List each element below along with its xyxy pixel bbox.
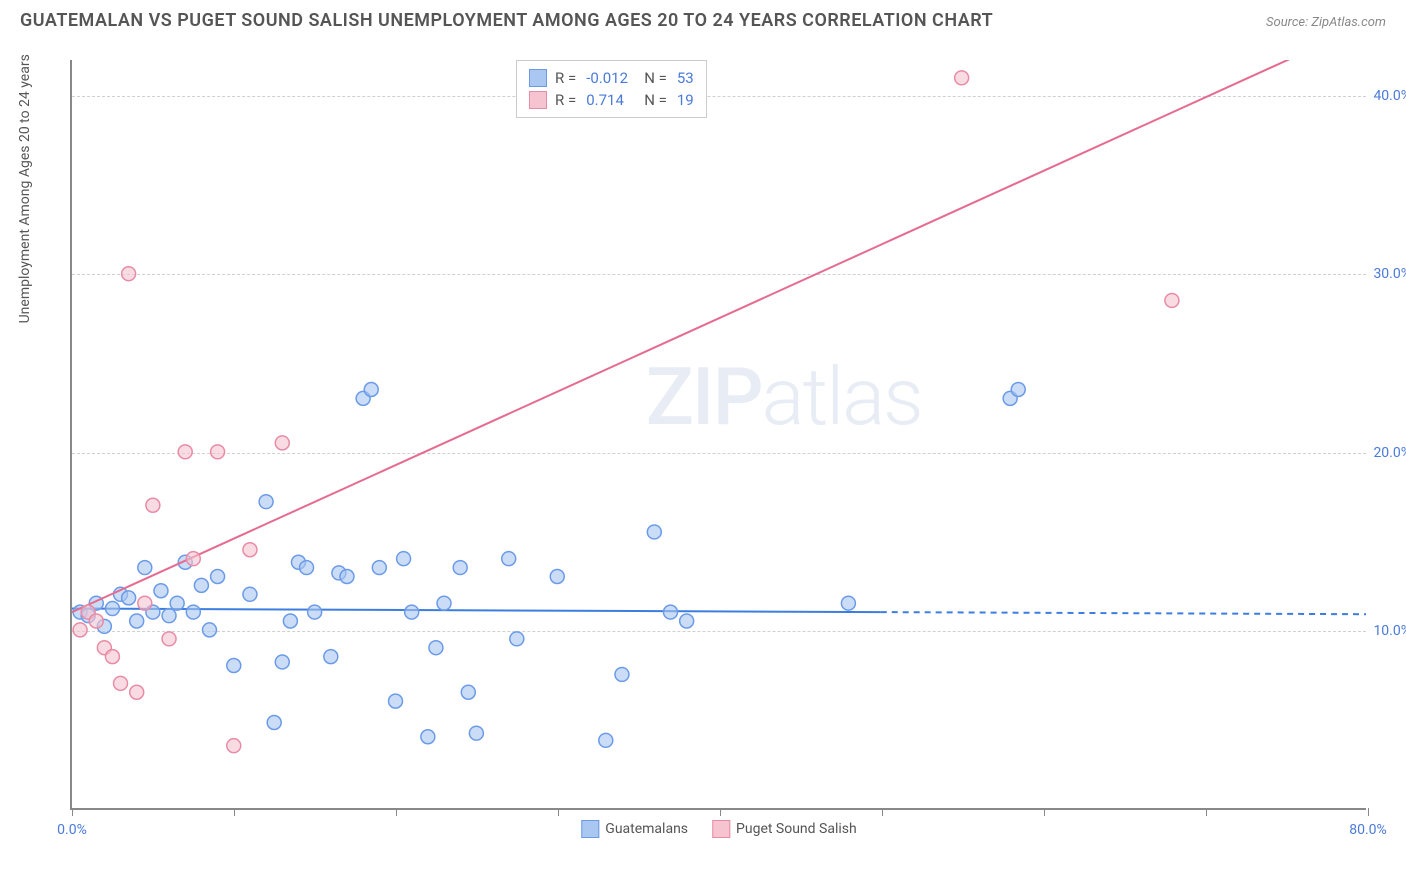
data-point xyxy=(211,569,225,583)
legend-row: R = -0.012 N = 53 xyxy=(529,67,694,89)
data-point xyxy=(194,578,208,592)
legend-swatch xyxy=(529,91,547,109)
legend-swatch xyxy=(581,820,599,838)
data-point xyxy=(227,659,241,673)
legend-swatch xyxy=(529,69,547,87)
source-attribution: Source: ZipAtlas.com xyxy=(1266,15,1386,30)
data-point xyxy=(372,561,386,575)
legend-label: Guatemalans xyxy=(605,821,688,837)
legend-item: Guatemalans xyxy=(581,820,688,838)
data-point xyxy=(550,569,564,583)
legend-swatch xyxy=(712,820,730,838)
data-point xyxy=(130,614,144,628)
data-point xyxy=(89,614,103,628)
data-point xyxy=(170,596,184,610)
trend-line xyxy=(72,60,1366,612)
x-tick xyxy=(1206,808,1207,816)
data-point xyxy=(421,730,435,744)
legend-n-value: 19 xyxy=(677,91,694,109)
data-point xyxy=(841,596,855,610)
data-point xyxy=(389,694,403,708)
data-point xyxy=(146,498,160,512)
x-tick-label: 0.0% xyxy=(57,822,87,838)
y-axis-label: Unemployment Among Ages 20 to 24 years xyxy=(17,54,33,323)
data-point xyxy=(243,587,257,601)
legend-r-label: R = xyxy=(555,69,576,87)
data-point xyxy=(599,733,613,747)
legend-label: Puget Sound Salish xyxy=(736,821,857,837)
data-point xyxy=(663,605,677,619)
legend-n-label: N = xyxy=(644,91,667,109)
legend-r-label: R = xyxy=(555,91,576,109)
data-point xyxy=(340,569,354,583)
data-point xyxy=(178,445,192,459)
data-point xyxy=(615,667,629,681)
data-point xyxy=(138,596,152,610)
data-point xyxy=(122,267,136,281)
data-point xyxy=(114,676,128,690)
data-point xyxy=(162,632,176,646)
data-point xyxy=(259,495,273,509)
legend-n-label: N = xyxy=(644,69,667,87)
x-tick xyxy=(882,808,883,816)
series-legend: Guatemalans Puget Sound Salish xyxy=(581,820,856,838)
legend-n-value: 53 xyxy=(677,69,694,87)
data-point xyxy=(105,602,119,616)
data-point xyxy=(502,552,516,566)
x-tick xyxy=(234,808,235,816)
data-point xyxy=(308,605,322,619)
data-point xyxy=(275,436,289,450)
data-point xyxy=(162,609,176,623)
x-tick-label: 80.0% xyxy=(1349,822,1387,838)
data-point xyxy=(275,655,289,669)
data-point xyxy=(243,543,257,557)
data-point xyxy=(211,445,225,459)
legend-r-value: 0.714 xyxy=(586,91,636,109)
data-point xyxy=(510,632,524,646)
x-tick xyxy=(1044,808,1045,816)
scatter-plot-svg xyxy=(72,60,1366,808)
correlation-legend: R = -0.012 N = 53 R = 0.714 N = 19 xyxy=(516,60,707,118)
data-point xyxy=(429,641,443,655)
x-tick xyxy=(720,808,721,816)
data-point xyxy=(324,650,338,664)
data-point xyxy=(105,650,119,664)
data-point xyxy=(202,623,216,637)
data-point xyxy=(647,525,661,539)
data-point xyxy=(405,605,419,619)
data-point xyxy=(130,685,144,699)
title-bar: GUATEMALAN VS PUGET SOUND SALISH UNEMPLO… xyxy=(0,0,1406,39)
trend-line-dashed xyxy=(881,612,1366,614)
x-tick xyxy=(396,808,397,816)
data-point xyxy=(267,716,281,730)
data-point xyxy=(283,614,297,628)
legend-row: R = 0.714 N = 19 xyxy=(529,89,694,111)
plot-area: ZIPatlas 10.0%20.0%30.0%40.0% 0.0%80.0% … xyxy=(70,60,1366,810)
data-point xyxy=(73,623,87,637)
chart-title: GUATEMALAN VS PUGET SOUND SALISH UNEMPLO… xyxy=(20,10,993,31)
data-point xyxy=(227,739,241,753)
legend-item: Puget Sound Salish xyxy=(712,820,857,838)
data-point xyxy=(397,552,411,566)
x-tick xyxy=(72,808,73,816)
x-tick xyxy=(558,808,559,816)
data-point xyxy=(122,591,136,605)
legend-r-value: -0.012 xyxy=(586,69,636,87)
data-point xyxy=(364,382,378,396)
data-point xyxy=(186,552,200,566)
data-point xyxy=(300,561,314,575)
data-point xyxy=(138,561,152,575)
data-point xyxy=(186,605,200,619)
data-point xyxy=(680,614,694,628)
data-point xyxy=(955,71,969,85)
data-point xyxy=(461,685,475,699)
data-point xyxy=(154,584,168,598)
chart-container: Unemployment Among Ages 20 to 24 years Z… xyxy=(50,50,1386,840)
data-point xyxy=(453,561,467,575)
data-point xyxy=(1165,293,1179,307)
data-point xyxy=(1011,382,1025,396)
data-point xyxy=(469,726,483,740)
x-tick xyxy=(1368,808,1369,816)
data-point xyxy=(437,596,451,610)
